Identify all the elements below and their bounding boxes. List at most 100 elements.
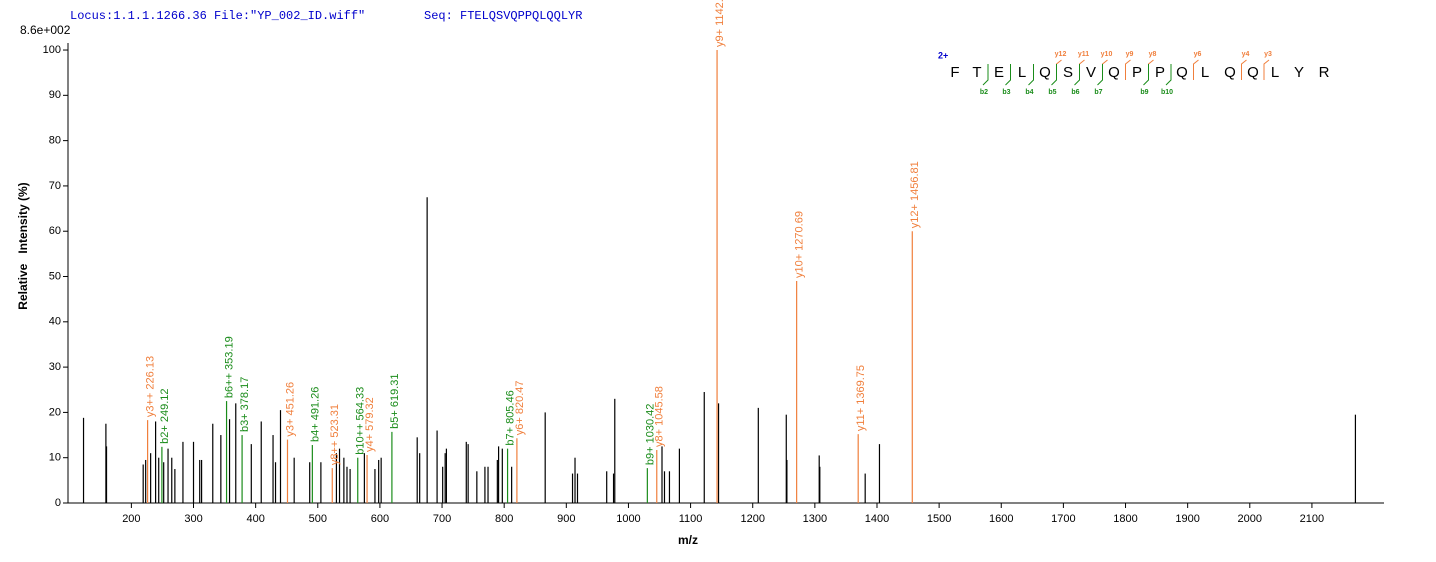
y-ion-marker <box>1102 59 1108 80</box>
residue: E <box>994 64 1004 81</box>
x-tick-label: 1900 <box>1175 513 1199 525</box>
x-tick-label: 1300 <box>803 513 827 525</box>
y-ion-label: y4 <box>1242 51 1250 58</box>
b-ion-marker <box>1051 64 1057 86</box>
b-ion-label: b2 <box>980 89 988 96</box>
y-ion-marker <box>1079 59 1085 80</box>
x-tick-label: 1100 <box>679 513 703 525</box>
chart-title: Locus:1.1.1.1266.36 File:"YP_002_ID.wiff… <box>70 9 365 23</box>
b-ion-marker <box>1005 64 1011 86</box>
x-tick-label: 400 <box>246 513 264 525</box>
peak-label: b6++ 353.19 <box>223 336 235 398</box>
y-scale-label: 8.6e+002 <box>20 23 71 37</box>
chart-subtitle: Seq: FTELQSVQPPQLQQLYR <box>424 9 582 23</box>
y-ion-marker <box>1125 59 1131 80</box>
residue: P <box>1132 64 1142 81</box>
peak-label: b3+ 378.17 <box>239 377 251 432</box>
peak-label: y3+ 451.26 <box>284 382 296 437</box>
peak-label: b5+ 619.31 <box>389 374 401 429</box>
x-tick-label: 1600 <box>989 513 1013 525</box>
peak-label: b2+ 249.12 <box>159 388 171 443</box>
x-tick-label: 500 <box>309 513 327 525</box>
peak-label: b9+ 1030.42 <box>644 404 656 465</box>
y-tick-label: 30 <box>49 361 61 373</box>
b-ion-marker <box>1028 64 1034 86</box>
y-ion-label: y12 <box>1055 51 1067 58</box>
x-tick-label: 300 <box>184 513 202 525</box>
residue: L <box>1271 64 1279 81</box>
x-tick-label: 1800 <box>1113 513 1137 525</box>
x-tick-label: 1400 <box>865 513 889 525</box>
x-tick-label: 1500 <box>927 513 951 525</box>
peak-label: y8+ 1045.58 <box>654 386 666 447</box>
x-tick-label: 1000 <box>616 513 640 525</box>
peak-label: y10+ 1270.69 <box>794 211 806 278</box>
x-tick-label: 2100 <box>1300 513 1324 525</box>
b-ion-marker <box>1165 64 1172 86</box>
y-ion-marker <box>1056 59 1062 80</box>
y-tick-label: 100 <box>43 44 61 56</box>
peak-label: b7+ 805.46 <box>504 390 516 445</box>
residue: L <box>1201 64 1209 81</box>
residue: R <box>1319 64 1330 81</box>
peak-label: y4+ 579.32 <box>364 397 376 452</box>
x-tick-label: 800 <box>495 513 513 525</box>
b-ion-label: b3 <box>1002 89 1010 96</box>
residue: S <box>1063 64 1073 81</box>
residue: F <box>950 64 959 81</box>
y-ion-label: y9 <box>1126 51 1134 58</box>
y-tick-label: 90 <box>49 89 61 101</box>
b-ion-label: b10 <box>1161 89 1173 96</box>
b-ion-marker <box>1143 64 1149 86</box>
b-ion-label: b5 <box>1048 89 1056 96</box>
y-tick-label: 70 <box>49 180 61 192</box>
y-tick-label: 20 <box>49 406 61 418</box>
b-ion-marker <box>1074 64 1080 86</box>
y-ion-label: y10 <box>1101 51 1113 58</box>
y-axis-label: Relative Intensity (%) <box>16 182 30 309</box>
y-ion-label: y11 <box>1078 51 1089 58</box>
b-ion-label: b6 <box>1071 89 1079 96</box>
peak-label: y9+ 1142.61 <box>714 0 726 47</box>
b-ion-label: b9 <box>1140 89 1148 96</box>
peak-label: y8++ 523.31 <box>329 404 341 465</box>
residue: Q <box>1039 64 1051 81</box>
peak-label: y12+ 1456.81 <box>909 161 921 228</box>
peak-label: y11+ 1369.75 <box>855 365 867 431</box>
y-ion-label: y3 <box>1264 51 1272 58</box>
b-ion-marker <box>982 64 989 86</box>
residue: L <box>1018 64 1026 81</box>
peak-label: b10++ 564.33 <box>355 387 367 455</box>
x-tick-label: 1200 <box>740 513 764 525</box>
residue: Q <box>1224 64 1236 81</box>
y-tick-label: 40 <box>49 316 61 328</box>
y-ion-marker <box>1148 59 1154 80</box>
b-ion-marker <box>1097 64 1103 86</box>
x-tick-label: 1700 <box>1051 513 1075 525</box>
residue: Q <box>1247 64 1259 81</box>
x-tick-label: 2000 <box>1238 513 1262 525</box>
x-tick-label: 700 <box>433 513 451 525</box>
x-tick-label: 200 <box>122 513 140 525</box>
y-ion-label: y6 <box>1194 51 1202 58</box>
residue: V <box>1086 64 1096 81</box>
y-ion-label: y8 <box>1149 51 1157 58</box>
y-tick-label: 50 <box>49 270 61 282</box>
charge-label: 2+ <box>938 50 948 60</box>
residue: Q <box>1108 64 1120 81</box>
x-axis-label: m/z <box>678 533 698 547</box>
y-tick-label: 60 <box>49 225 61 237</box>
x-tick-label: 600 <box>371 513 389 525</box>
residue: Q <box>1176 64 1188 81</box>
b-ion-label: b4 <box>1025 89 1033 96</box>
y-tick-label: 10 <box>49 452 61 464</box>
peak-label: y6+ 820.47 <box>514 380 526 435</box>
b-ion-label: b7 <box>1094 89 1102 96</box>
peak-label: y3++ 226.13 <box>145 356 157 417</box>
y-tick-label: 80 <box>49 135 61 147</box>
peak-label: b4+ 491.26 <box>309 387 321 442</box>
residue: T <box>972 64 981 81</box>
x-tick-label: 900 <box>557 513 575 525</box>
residue: P <box>1155 64 1165 81</box>
